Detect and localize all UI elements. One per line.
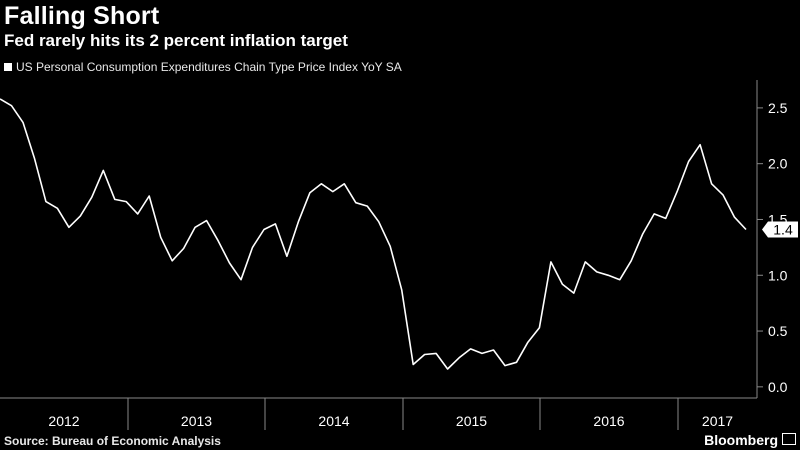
- x-tick-label: 2013: [181, 413, 212, 429]
- source-note: Source: Bureau of Economic Analysis: [4, 434, 221, 448]
- y-tick-label: 0.0: [768, 379, 788, 395]
- x-tick-label: 2017: [702, 413, 733, 429]
- brand-logo: Bloomberg: [704, 432, 778, 448]
- series-group: [0, 98, 747, 370]
- x-tick-label: 2016: [593, 413, 624, 429]
- series-line: [0, 98, 747, 370]
- y-tick-label: 1.0: [768, 267, 788, 283]
- y-tick-label: 2.5: [768, 100, 788, 116]
- legend-label: US Personal Consumption Expenditures Cha…: [16, 60, 402, 74]
- x-axis-labels: 2012 2013 2014 2015 2016 2017: [48, 398, 733, 430]
- last-value-label: 1.4: [773, 222, 793, 238]
- y-tick-label: 2.0: [768, 156, 788, 172]
- chart-title: Falling Short: [4, 2, 160, 30]
- y-axis-ticks: 0.00.51.01.52.02.5: [757, 100, 788, 395]
- x-tick-label: 2012: [48, 413, 79, 429]
- x-tick-label: 2015: [456, 413, 487, 429]
- chart-subtitle: Fed rarely hits its 2 percent inflation …: [4, 31, 348, 50]
- x-tick-label: 2014: [318, 413, 349, 429]
- chart-axes: [0, 80, 758, 399]
- y-tick-label: 0.5: [768, 323, 788, 339]
- last-value-marker: 1.4: [762, 221, 798, 238]
- last-value-flag: [762, 221, 798, 238]
- legend-swatch: [4, 63, 12, 71]
- bloomberg-terminal-icon: [782, 433, 796, 445]
- legend: US Personal Consumption Expenditures Cha…: [4, 60, 402, 74]
